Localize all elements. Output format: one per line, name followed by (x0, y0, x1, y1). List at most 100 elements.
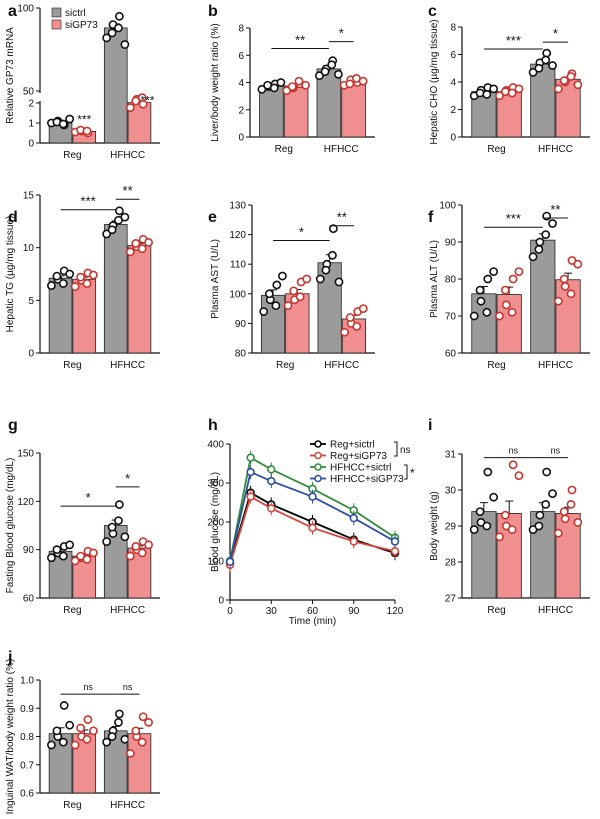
x-tick-label: Reg (276, 360, 294, 371)
data-point (548, 219, 557, 228)
data-point (114, 500, 124, 509)
x-tick-label: 90 (348, 606, 360, 617)
panel-letter: i (428, 417, 432, 434)
data-point (321, 265, 331, 275)
data-point (271, 301, 281, 311)
panel-i: i Body weight (g) 27 28 29 30 31 Reg HFHCC ns ns (428, 417, 590, 616)
x-tick-label: HFHCC (110, 360, 145, 371)
data-point (114, 11, 124, 21)
data-point (114, 709, 124, 719)
data-point (144, 717, 153, 727)
data-point (59, 701, 69, 710)
legend-label: HFHCC+sictrl (330, 463, 391, 474)
data-point (47, 740, 56, 750)
data-point (144, 540, 153, 550)
data-point (573, 518, 583, 527)
y-tick-label: 4 (238, 78, 244, 89)
data-point (47, 281, 56, 290)
y-tick-label: 90 (445, 238, 457, 249)
data-point (508, 274, 518, 284)
legend-sig-label: ns (400, 445, 411, 456)
y-tick-label: 0 (218, 596, 224, 607)
x-tick-label: HFHCC (324, 144, 359, 155)
significance-label: ns (123, 682, 133, 692)
series-line-HFHCC+sictrl (229, 456, 396, 562)
y-axis-label: Body weight (g) (429, 491, 440, 560)
x-tick-label: HFHCC (324, 360, 359, 371)
data-point (528, 252, 538, 262)
data-point (308, 492, 317, 501)
legend-marker (314, 440, 322, 448)
data-point (469, 311, 479, 321)
x-tick-label: HFHCC (110, 150, 145, 161)
data-point (475, 285, 485, 295)
data-point (573, 80, 583, 90)
legend-swatch (51, 7, 62, 18)
data-point (514, 267, 524, 276)
data-point (559, 507, 569, 516)
x-tick-label: Reg (487, 144, 505, 155)
x-tick-label: Reg (487, 605, 505, 616)
data-point (120, 40, 130, 49)
legend-marker (314, 451, 322, 460)
y-tick-label: 60 (23, 594, 35, 605)
y-tick-label: 400 (207, 440, 224, 451)
data-point (138, 712, 148, 722)
series-line-Reg+sictrl (229, 491, 396, 564)
data-point (58, 119, 68, 129)
data-point (125, 551, 135, 561)
data-point (246, 492, 255, 501)
data-point (137, 737, 147, 747)
data-point (82, 734, 92, 744)
data-point (120, 734, 130, 744)
data-point (52, 271, 62, 281)
data-point (508, 460, 518, 470)
data-point (82, 279, 92, 288)
data-point (507, 307, 517, 317)
data-point (320, 67, 330, 76)
x-tick-label: Reg (63, 150, 81, 161)
data-point (489, 267, 499, 276)
data-point (225, 557, 235, 566)
data-point (566, 289, 576, 299)
x-tick-label: 120 (387, 606, 404, 617)
data-point (553, 296, 563, 306)
data-point (107, 732, 117, 741)
y-tick-label: 28 (445, 558, 457, 569)
data-point (283, 301, 293, 311)
y-tick-label: 80 (445, 275, 457, 286)
data-point (553, 528, 563, 538)
legend-label: Reg+siGP73 (330, 451, 387, 462)
y-axis-label: Inguinal WAT/body weight ratio (%) (5, 659, 16, 815)
data-point (137, 244, 147, 254)
y-axis-label: Hepatic TG (µg/mg tissue) (5, 216, 16, 333)
y-axis-label: Relative GP73 mRNA (5, 27, 16, 124)
y-tick-label: 1.0 (20, 676, 34, 687)
panel-e: e Plasma AST (U/L) 80 90 100 110 120 130 Reg HFHC… (208, 201, 375, 371)
significance-label: * (553, 26, 558, 41)
data-point (88, 270, 98, 280)
data-point (352, 321, 362, 331)
data-point (349, 513, 358, 523)
x-axis-label: Time (min) (289, 616, 336, 627)
data-point (495, 311, 504, 321)
significance-label: ** (337, 210, 347, 225)
significance-label: *** (140, 94, 154, 108)
data-point (131, 542, 141, 551)
y-tick-label: 100 (439, 201, 456, 212)
y-tick-label: 27 (445, 594, 457, 605)
x-tick-label: HFHCC (110, 605, 145, 616)
y-tick-label: 4 (450, 78, 456, 89)
legend-label: Reg+sictrl (330, 440, 375, 451)
significance-label: ns (551, 446, 561, 456)
data-point (534, 521, 544, 531)
panel-letter: b (208, 3, 218, 20)
x-tick-label: Reg (487, 360, 505, 371)
data-point (295, 292, 305, 302)
data-point (76, 272, 86, 282)
significance-label: *** (77, 112, 91, 126)
y-axis-label: Plasma ALT (U/L) (429, 240, 440, 318)
data-point (542, 48, 552, 58)
